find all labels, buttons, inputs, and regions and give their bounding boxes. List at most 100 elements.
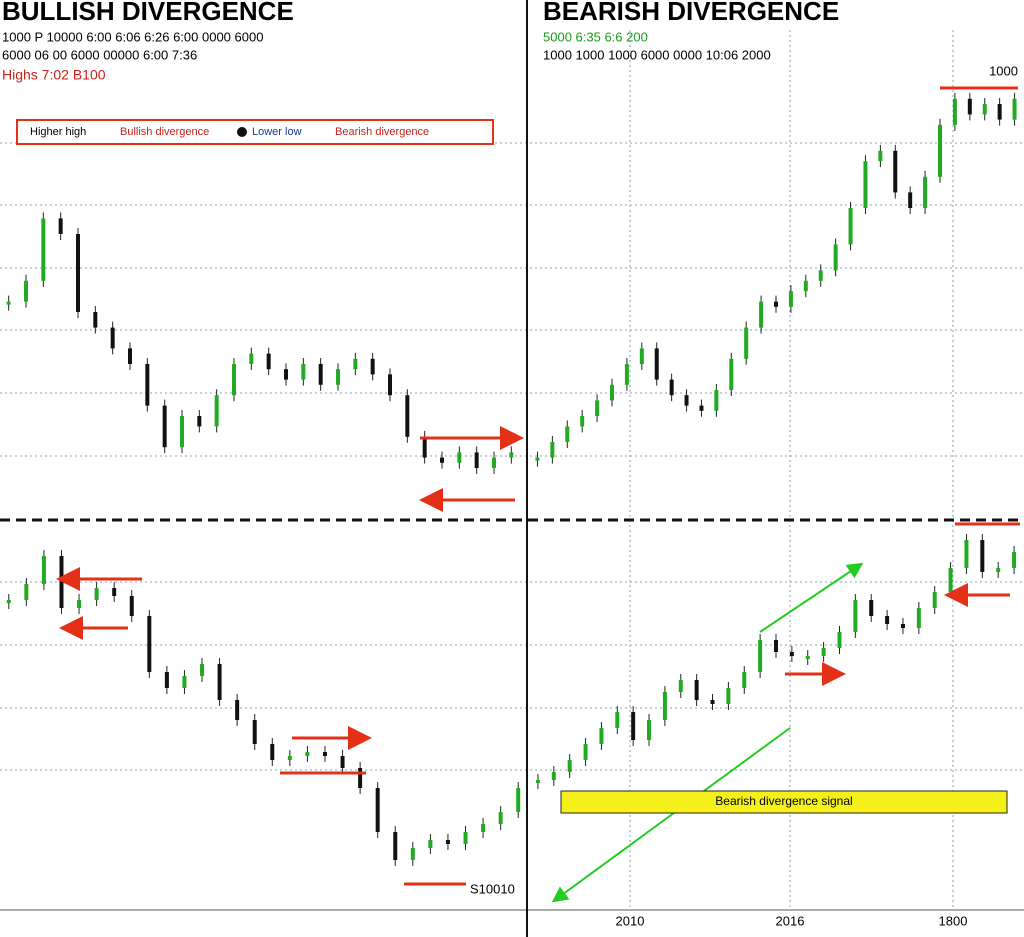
candle <box>110 327 115 349</box>
candle <box>284 369 288 380</box>
candle <box>440 457 444 463</box>
candle <box>182 676 187 688</box>
candle <box>567 760 572 772</box>
candle <box>162 405 167 448</box>
candle <box>393 832 398 860</box>
candle <box>878 150 883 162</box>
candle <box>128 348 132 364</box>
candle <box>610 384 614 401</box>
candle <box>94 588 99 600</box>
candle <box>758 640 763 672</box>
candle <box>726 688 731 704</box>
candle <box>952 98 957 125</box>
candle <box>869 600 874 616</box>
candle <box>112 588 117 596</box>
candle <box>58 218 63 234</box>
x-label: 2016 <box>776 913 805 928</box>
legend: Higher high Bullish divergence Lower low… <box>16 119 494 145</box>
candle <box>322 752 327 756</box>
legend-item: Bullish divergence <box>120 126 209 138</box>
candle <box>893 150 898 193</box>
candle <box>615 712 620 728</box>
candle <box>631 712 636 740</box>
note: Bearish divergence signal <box>715 794 852 808</box>
candle <box>145 364 150 406</box>
candle <box>252 720 257 744</box>
candle <box>77 600 82 608</box>
candle <box>41 218 46 281</box>
candle <box>580 416 585 427</box>
legend-item: Lower low <box>252 126 302 138</box>
candle <box>967 98 972 115</box>
candle <box>481 824 486 832</box>
candle <box>147 616 152 672</box>
candle <box>535 780 540 783</box>
candle <box>789 652 794 656</box>
candle <box>714 390 719 411</box>
candle <box>805 656 810 659</box>
candle <box>710 700 715 704</box>
candle <box>821 648 826 656</box>
grid <box>0 30 1024 911</box>
candle <box>595 400 600 416</box>
candle <box>848 208 853 245</box>
candle <box>445 840 450 844</box>
candle <box>370 358 375 375</box>
candle <box>266 353 271 370</box>
title: BULLISH DIVERGENCE <box>2 0 294 26</box>
candle <box>803 280 808 292</box>
candle <box>129 596 134 616</box>
candle <box>1012 98 1017 120</box>
candle <box>837 632 842 648</box>
candle <box>457 452 462 463</box>
candle <box>908 192 913 208</box>
candle <box>76 234 80 312</box>
candle <box>93 312 98 328</box>
candle <box>214 395 219 427</box>
candle <box>358 768 363 788</box>
subtitle: 1000 1000 1000 6000 0000 10:06 2000 <box>543 47 771 62</box>
legend-item: Bearish divergence <box>335 126 429 138</box>
candle <box>164 672 169 688</box>
candle <box>833 244 838 271</box>
candle <box>41 556 46 584</box>
candle <box>923 176 928 208</box>
candle <box>699 405 704 411</box>
subtitle: 6000 06 00 6000 00000 6:00 7:36 <box>2 47 197 62</box>
candle <box>662 692 667 720</box>
candle <box>774 301 778 307</box>
candle <box>932 592 937 608</box>
candle <box>639 348 644 364</box>
candle <box>305 752 310 756</box>
candle <box>235 700 240 720</box>
candle <box>410 848 415 860</box>
candle <box>24 280 28 302</box>
x-label: 2010 <box>616 913 645 928</box>
candle <box>180 416 184 448</box>
candle <box>599 728 604 744</box>
title: BEARISH DIVERGENCE <box>543 0 839 26</box>
candle <box>900 624 905 628</box>
x-label: 1800 <box>939 913 968 928</box>
candle <box>647 720 652 740</box>
candle <box>759 301 764 328</box>
candle <box>388 374 392 396</box>
candle <box>624 364 629 385</box>
candle <box>980 540 985 572</box>
subtitle: 5000 6:35 6:6 200 <box>543 29 648 44</box>
candle <box>550 442 555 458</box>
candle <box>270 744 275 760</box>
candle <box>694 680 699 700</box>
candle <box>535 457 540 461</box>
candle <box>744 327 749 359</box>
candle <box>516 788 521 812</box>
candle <box>474 452 479 468</box>
candle <box>788 291 793 307</box>
candle <box>24 584 29 600</box>
candle <box>340 756 345 768</box>
candle <box>1012 552 1017 568</box>
candle <box>6 600 11 603</box>
note: 1000 <box>989 63 1018 78</box>
candle <box>774 640 778 652</box>
candle <box>428 840 433 848</box>
